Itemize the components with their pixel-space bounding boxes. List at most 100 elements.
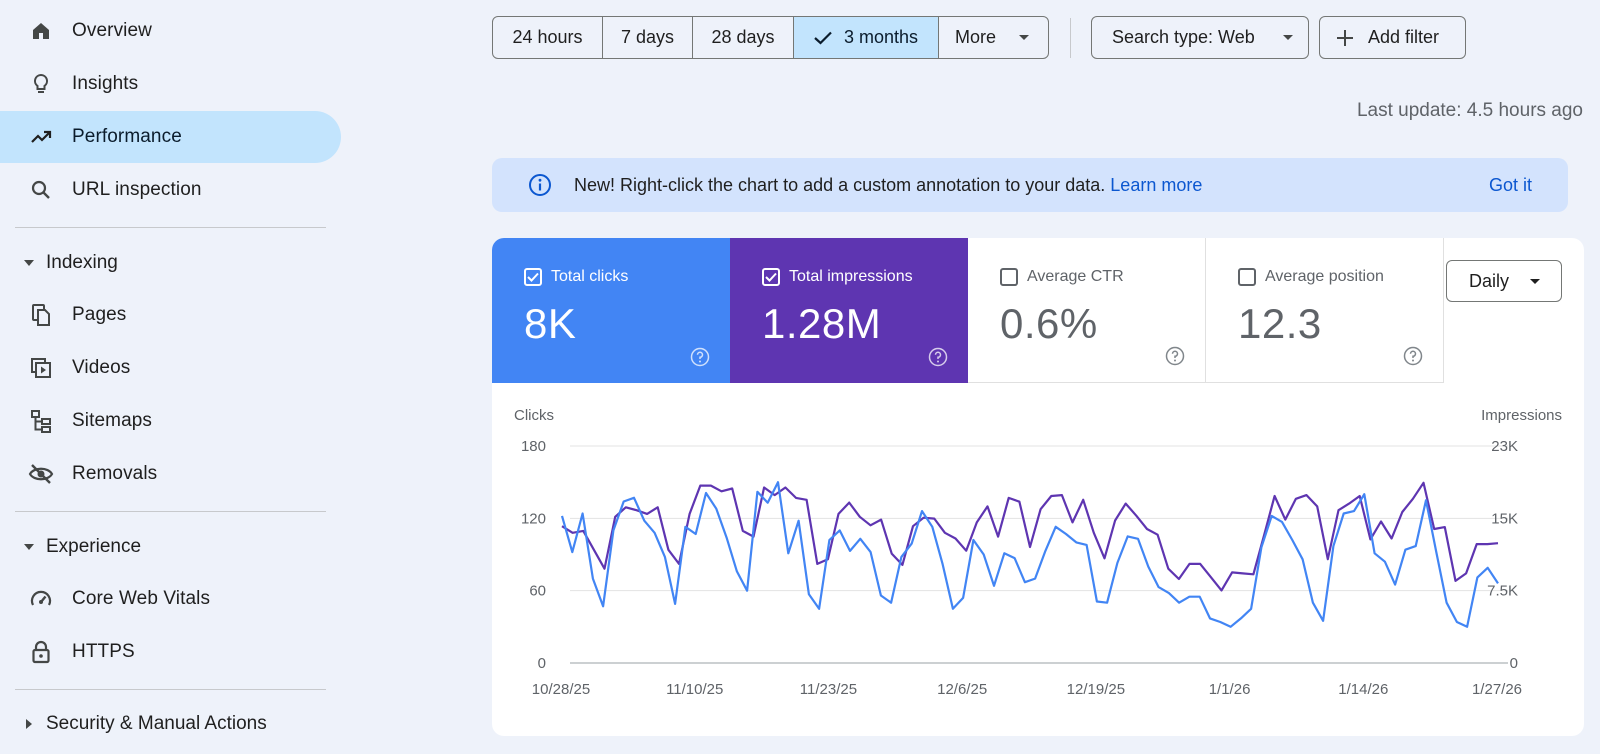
dropdown-arrow-icon [1529,278,1541,285]
section-label: Security & Manual Actions [46,713,267,734]
checkbox-checked-icon[interactable] [524,268,542,286]
sidebar-item-label: Videos [72,357,131,378]
metric-header: Average CTR [1000,268,1124,286]
y-left-tick-label: 180 [521,438,546,455]
range-label: 28 days [711,27,775,47]
caret-down-icon [22,256,36,270]
metric-average-ctr[interactable]: Average CTR 0.6% [968,238,1206,383]
sidebar-item-label: URL inspection [72,179,202,200]
x-tick-label: 1/27/26 [1472,681,1522,698]
range-3-months-button[interactable]: 3 months [794,17,939,58]
sidebar-item-performance[interactable]: Performance [0,111,341,163]
range-28-days-button[interactable]: 28 days [693,17,794,58]
chart-tick-labels: 0 0 60 7.5K 120 15K 180 23K 10/28/25 11/10/25 11/2… [521,438,1522,698]
dropdown-arrow-icon [1282,34,1294,41]
sidebar-item-overview[interactable]: Overview [0,5,341,57]
metric-value: 12.3 [1238,300,1322,347]
y-axis-right-title: Impressions [1481,407,1562,424]
sidebar-item-label: Insights [72,73,139,94]
metric-label: Total impressions [789,268,913,285]
lightbulb-icon [28,71,54,97]
sidebar-divider [15,689,326,690]
y-right-tick-label: 23K [1491,438,1518,455]
metric-total-impressions[interactable]: Total impressions 1.28M [730,238,968,383]
sidebar-item-videos[interactable]: Videos [0,342,341,394]
granularity-label: Daily [1469,270,1510,291]
home-icon [28,18,54,44]
x-tick-label: 10/28/25 [532,681,590,698]
range-7-days-button[interactable]: 7 days [603,17,693,58]
checkbox-unchecked-icon[interactable] [1238,268,1256,286]
metric-value: 8K [524,300,577,347]
metric-value: 0.6% [1000,300,1098,347]
section-label: Indexing [46,252,118,273]
performance-card: Total clicks 8K Total impressions 1.28M … [492,238,1584,736]
y-right-tick-label: 0 [1510,655,1518,672]
chart-gridlines [570,445,1508,664]
sidebar-item-label: Pages [72,304,127,325]
video-library-icon [28,355,54,381]
got-it-button[interactable]: Got it [1488,174,1532,195]
sidebar-item-removals[interactable]: Removals [0,448,341,500]
range-label: 3 months [843,27,919,47]
checkbox-checked-icon[interactable] [762,268,780,286]
section-label: Experience [46,536,142,557]
section-toggle-experience[interactable]: Experience [0,525,341,569]
help-icon[interactable] [690,347,710,367]
section-toggle-security[interactable]: Security & Manual Actions [0,702,341,746]
sidebar-item-label: Sitemaps [72,410,153,431]
sidebar-item-label: Overview [72,20,152,41]
add-filter-button[interactable]: Add filter [1319,16,1466,59]
x-tick-label: 1/14/26 [1338,681,1388,698]
pages-icon [28,302,54,328]
granularity-dropdown[interactable]: Daily [1446,260,1562,302]
x-tick-label: 12/19/25 [1067,681,1125,698]
range-label: 24 hours [512,27,583,47]
caret-down-icon [22,540,36,554]
info-icon [528,173,552,202]
lock-icon [28,639,54,665]
section-toggle-indexing[interactable]: Indexing [0,241,341,285]
sidebar-item-url-inspection[interactable]: URL inspection [0,164,341,216]
help-icon[interactable] [928,347,948,367]
sidebar-item-core-web-vitals[interactable]: Core Web Vitals [0,573,341,625]
add-filter-label: Add filter [1368,27,1440,47]
sidebar-divider [15,227,326,228]
range-24-hours-button[interactable]: 24 hours [493,17,603,58]
sidebar-item-sitemaps[interactable]: Sitemaps [0,395,341,447]
range-more-dropdown[interactable]: More [939,17,1048,58]
sidebar-nav: Overview Insights Performance URL inspec… [0,0,342,754]
caret-right-icon [22,717,36,731]
sidebar-item-label: Core Web Vitals [72,588,211,609]
trending-up-icon [28,124,54,150]
metric-average-position[interactable]: Average position 12.3 [1206,238,1444,383]
banner-message: New! Right-click the chart to add a cust… [574,175,1202,196]
help-icon[interactable] [1165,346,1185,366]
metric-header: Total impressions [762,268,913,286]
metric-total-clicks[interactable]: Total clicks 8K [492,238,730,383]
plus-icon [1336,29,1354,47]
toolbar-separator [1070,18,1071,58]
last-update-text: Last update: 4.5 hours ago [1356,100,1583,121]
metric-value: 1.28M [762,300,882,347]
y-left-tick-label: 60 [529,583,546,600]
sidebar-item-insights[interactable]: Insights [0,58,341,110]
checkbox-unchecked-icon[interactable] [1000,268,1018,286]
performance-chart[interactable]: Clicks Impressions 0 0 60 7.5K 120 15K 180 23K 1… [492,238,1584,736]
visibility-off-icon [28,461,54,487]
range-label: More [955,27,997,47]
series-line-clicks [560,481,1499,628]
learn-more-link[interactable]: Learn more [1110,174,1203,195]
metric-label: Average CTR [1027,268,1124,285]
sidebar-item-https[interactable]: HTTPS [0,626,341,678]
sidebar-item-label: HTTPS [72,641,135,662]
metric-header: Total clicks [524,268,628,286]
help-icon[interactable] [1403,346,1423,366]
range-label: 7 days [620,27,675,47]
metric-header: Average position [1238,268,1384,286]
search-type-dropdown[interactable]: Search type: Web [1091,16,1309,59]
dropdown-arrow-icon [1018,34,1030,41]
sidebar-item-pages[interactable]: Pages [0,289,341,341]
series-line-impressions [561,481,1499,592]
sidebar-item-label: Performance [72,126,182,147]
